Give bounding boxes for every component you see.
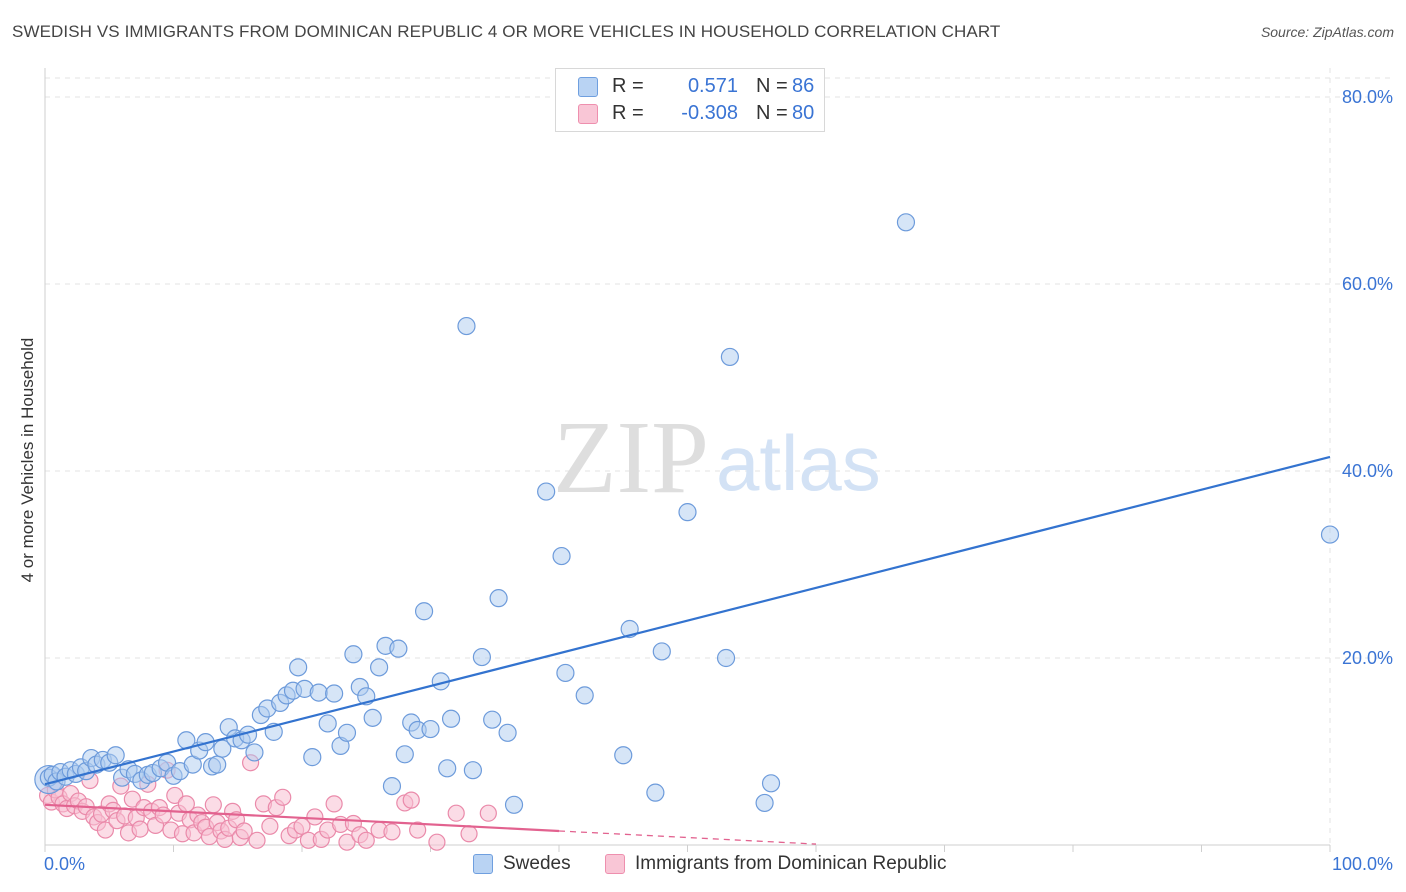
y-tick-label: 40.0% <box>1342 461 1393 481</box>
data-point-swedes <box>755 793 774 813</box>
data-point-swedes <box>575 686 594 705</box>
data-point-swedes <box>414 602 434 621</box>
data-point-swedes <box>363 708 382 727</box>
data-point-swedes <box>614 746 633 765</box>
data-point-immigrants <box>123 790 141 808</box>
data-point-immigrants <box>131 820 149 838</box>
data-point-immigrants <box>235 822 253 840</box>
legend-label-immigrants: Immigrants from Dominican Republic <box>635 853 947 874</box>
legend-n-label: N = <box>756 102 788 124</box>
watermark: ZIP atlas <box>553 400 881 515</box>
correlation-legend: R = 0.571 N = 86 R = -0.308 N = 80 <box>555 68 825 132</box>
data-point-immigrants <box>447 804 465 822</box>
series-immigrants-points <box>38 754 497 851</box>
data-point-immigrants <box>460 825 478 843</box>
watermark-atlas: atlas <box>716 419 881 507</box>
data-point-swedes <box>421 719 440 739</box>
data-point-swedes <box>389 639 408 658</box>
data-point-immigrants <box>409 821 427 839</box>
legend-r-label: R = <box>612 102 644 124</box>
trendline-immigrants-extension <box>558 830 817 845</box>
data-point-swedes <box>896 213 916 232</box>
data-point-swedes <box>1320 525 1340 544</box>
y-tick-label: 20.0% <box>1342 648 1393 668</box>
data-point-swedes <box>382 776 402 796</box>
legend-swatch-immigrants <box>605 854 625 874</box>
legend-swatch-immigrants <box>578 104 598 124</box>
data-point-swedes <box>552 546 571 566</box>
data-point-swedes <box>106 746 125 765</box>
data-point-swedes <box>652 642 671 661</box>
data-point-swedes <box>489 589 508 608</box>
data-point-swedes <box>303 748 322 767</box>
chart-title: SWEDISH VS IMMIGRANTS FROM DOMINICAN REP… <box>12 22 1001 41</box>
data-point-swedes <box>438 759 457 778</box>
data-point-swedes <box>720 347 740 367</box>
data-point-swedes <box>537 482 556 501</box>
data-point-immigrants <box>402 791 420 809</box>
legend-label-swedes: Swedes <box>503 853 571 874</box>
data-point-swedes <box>441 709 461 728</box>
series-swedes-points <box>34 213 1340 814</box>
data-point-immigrants <box>248 831 266 849</box>
data-point-swedes <box>716 648 736 668</box>
data-point-swedes <box>504 795 524 814</box>
legend-n-value-swedes: 86 <box>792 75 815 97</box>
legend-r-value-immigrants: -0.308 <box>681 102 738 124</box>
legend-r-label: R = <box>612 75 644 97</box>
data-point-swedes <box>457 316 476 336</box>
series-legend: Swedes Immigrants from Dominican Republi… <box>0 852 1406 878</box>
data-point-immigrants <box>96 821 114 839</box>
data-point-swedes <box>337 723 357 742</box>
data-point-immigrants <box>306 808 324 826</box>
data-point-swedes <box>498 723 517 742</box>
x-tick-label: 100.0% <box>1332 854 1393 874</box>
data-point-swedes <box>395 745 414 764</box>
data-point-immigrants <box>383 823 401 841</box>
data-point-immigrants <box>428 833 446 851</box>
data-point-swedes <box>483 710 502 729</box>
data-point-swedes <box>344 645 363 664</box>
data-point-immigrants <box>166 786 184 805</box>
data-point-immigrants <box>338 833 356 851</box>
data-point-immigrants <box>261 817 279 835</box>
source-credit: Source: ZipAtlas.com <box>1260 24 1394 40</box>
legend-r-value-swedes: 0.571 <box>687 75 738 97</box>
data-point-swedes <box>370 658 389 677</box>
data-point-swedes <box>318 714 337 733</box>
data-point-immigrants <box>479 804 497 822</box>
data-point-immigrants <box>274 788 292 806</box>
trendline-immigrants <box>44 803 560 833</box>
data-point-swedes <box>325 684 344 703</box>
data-point-swedes <box>309 683 328 702</box>
data-point-swedes <box>245 743 264 762</box>
data-point-swedes <box>646 783 665 802</box>
legend-swatch-swedes <box>473 854 493 874</box>
legend-n-label: N = <box>756 75 788 97</box>
y-tick-label: 80.0% <box>1342 87 1393 107</box>
data-point-swedes <box>556 663 575 683</box>
data-point-swedes <box>289 658 308 677</box>
tick-labels: 20.0% 40.0% 60.0% 80.0% 0.0% 100.0% <box>44 87 1393 874</box>
data-point-swedes <box>761 774 781 793</box>
data-point-immigrants <box>357 831 375 849</box>
legend-swatch-swedes <box>578 77 598 97</box>
y-axis-label-wrap: 4 or more Vehicles in Household <box>8 230 48 690</box>
y-tick-label: 60.0% <box>1342 274 1393 294</box>
data-point-swedes <box>678 503 697 522</box>
x-tick-label: 0.0% <box>44 854 85 874</box>
trendline-swedes <box>44 455 1331 786</box>
data-point-swedes <box>472 647 491 667</box>
watermark-zip: ZIP <box>553 400 709 515</box>
data-point-immigrants <box>325 795 343 813</box>
data-point-swedes <box>208 755 227 774</box>
trendlines <box>44 455 1331 845</box>
legend-n-value-immigrants: 80 <box>792 102 815 124</box>
y-axis-label: 4 or more Vehicles in Household <box>18 337 37 583</box>
data-point-immigrants <box>204 796 222 814</box>
data-point-swedes <box>463 761 483 780</box>
